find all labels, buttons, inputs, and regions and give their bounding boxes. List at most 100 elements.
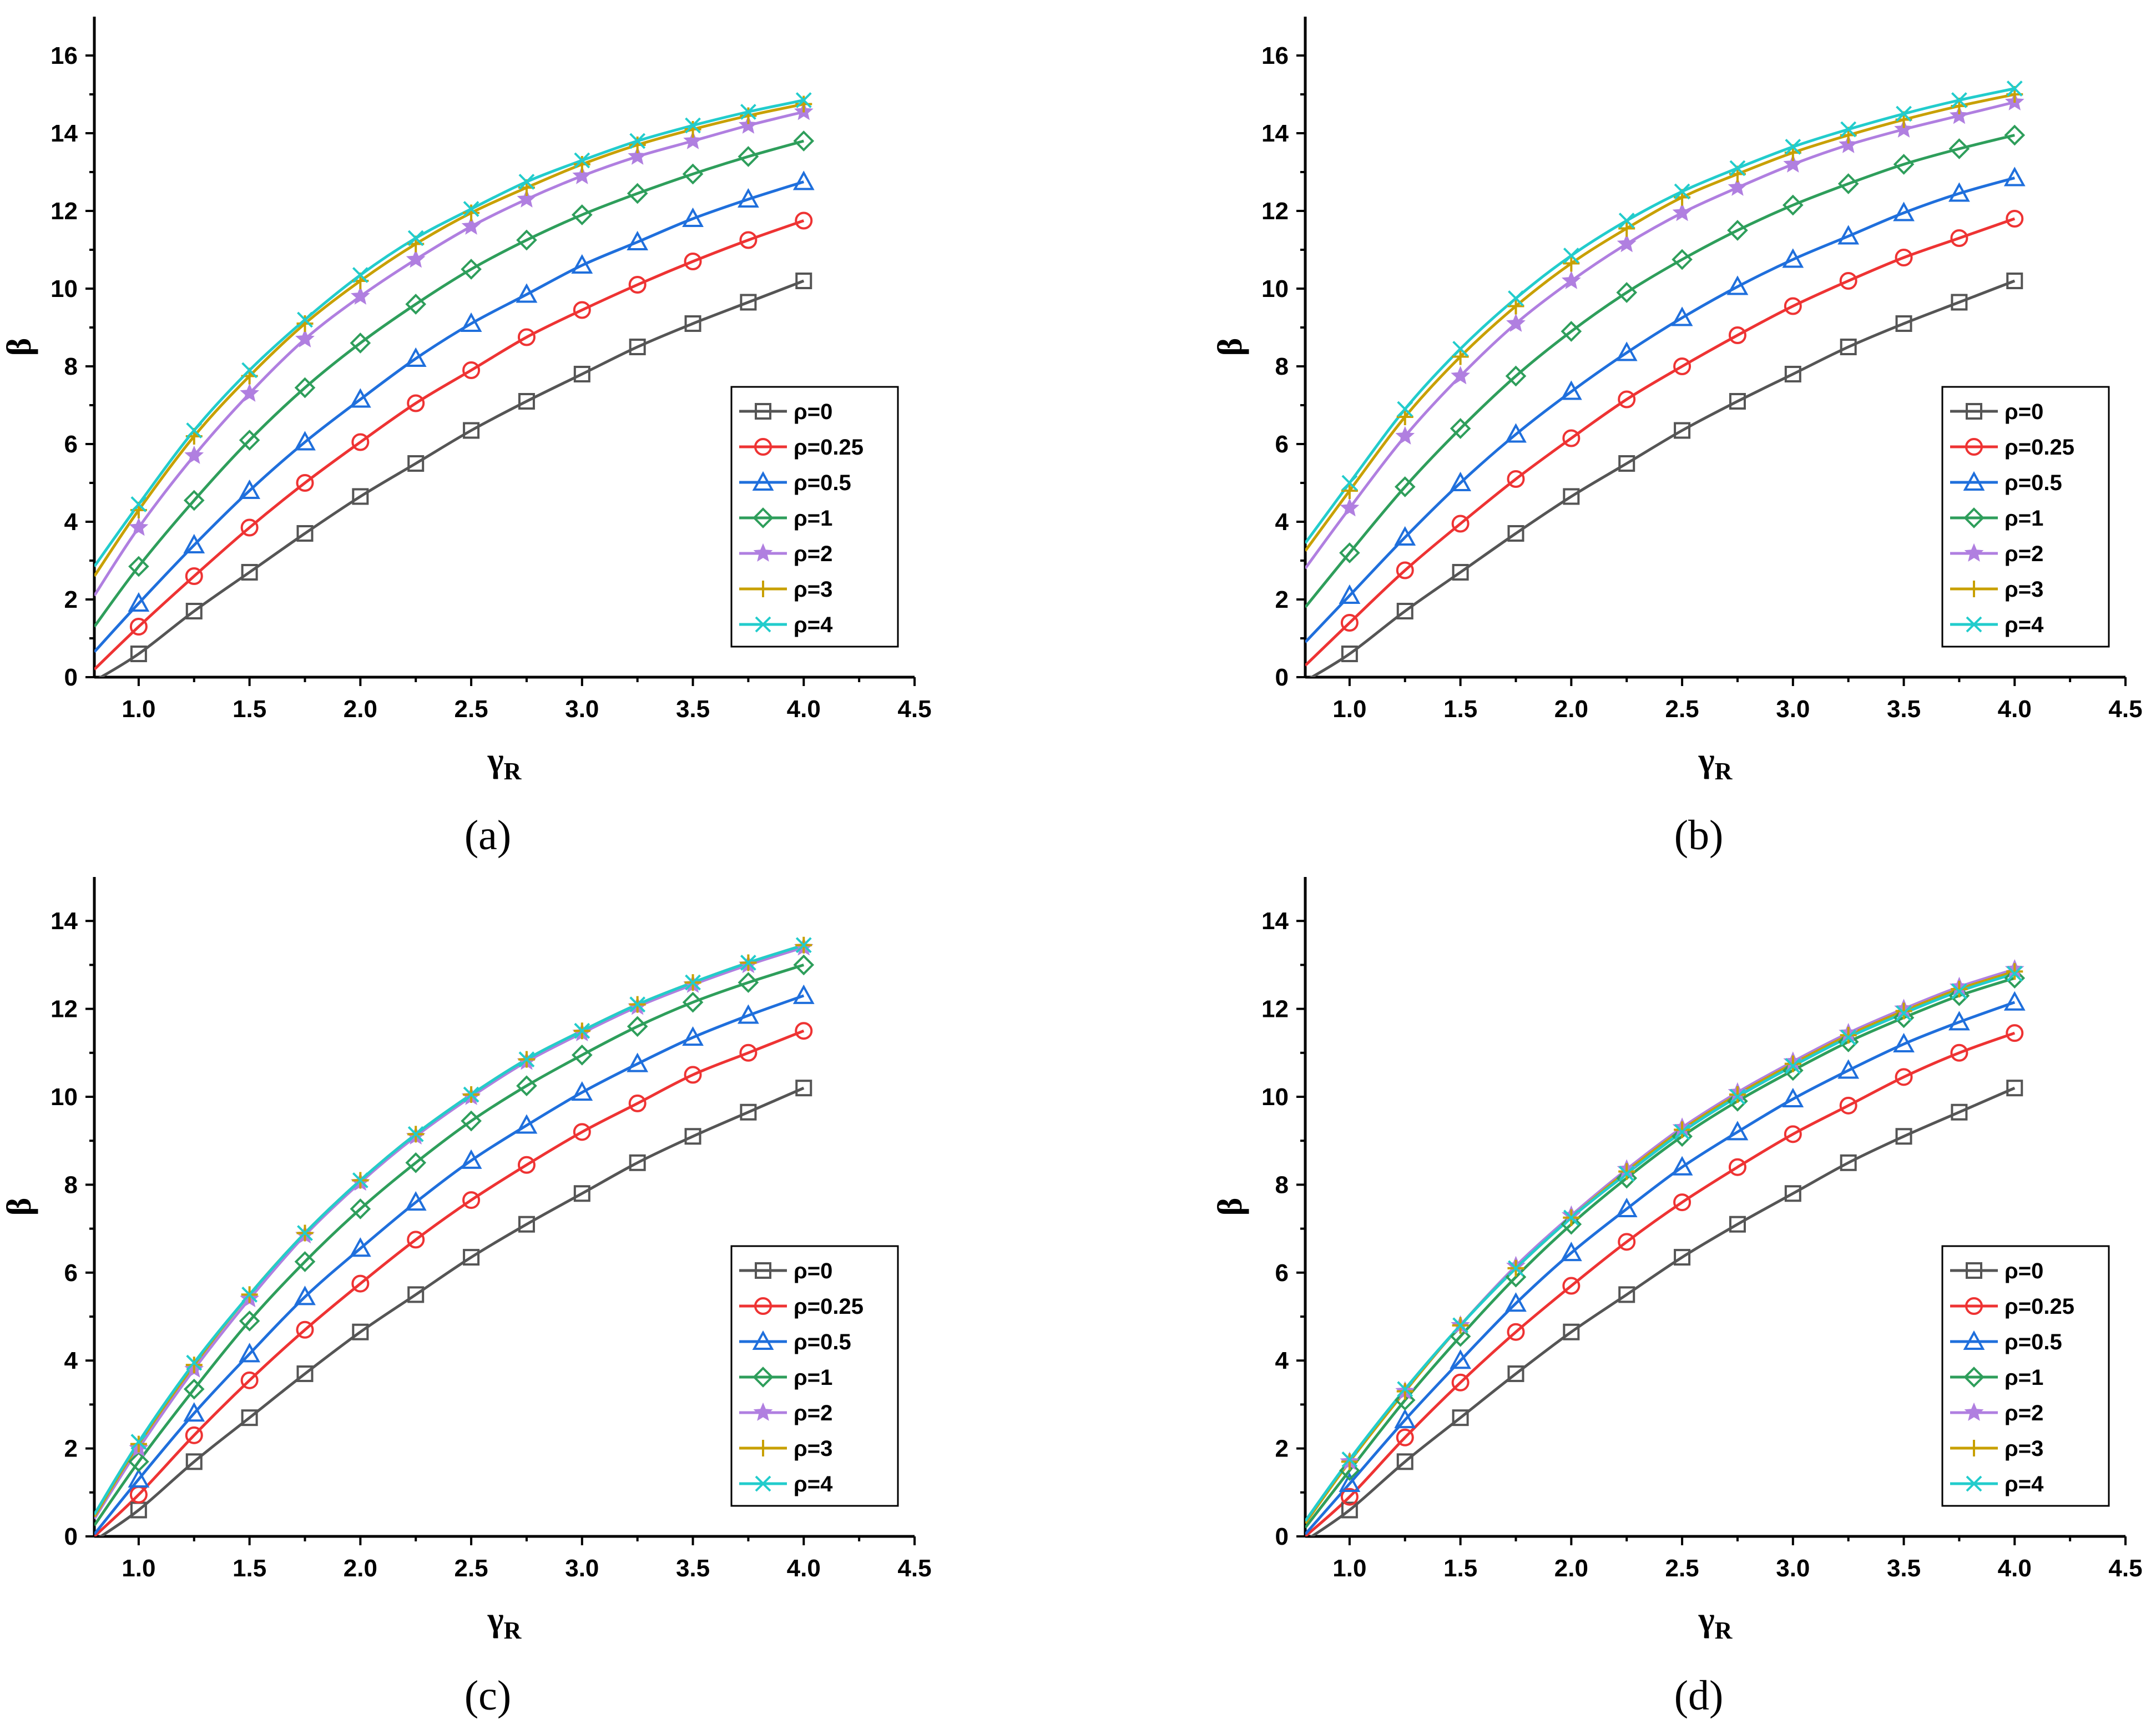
- data-point: [792, 170, 815, 190]
- data-point: [1339, 542, 1360, 563]
- legend-label: ρ=0.5: [794, 471, 851, 495]
- data-point: [517, 189, 537, 208]
- y-tick-label: 6: [64, 1259, 78, 1287]
- data-point: [518, 1051, 535, 1068]
- x-axis-title-main: γ: [1698, 1601, 1715, 1639]
- data-point: [1505, 423, 1527, 443]
- data-point: [1507, 525, 1524, 542]
- data-point: [1837, 173, 1859, 194]
- data-point: [571, 1081, 593, 1101]
- x-axis-title: γR: [487, 742, 522, 785]
- data-point: [128, 592, 150, 612]
- data-point: [1451, 366, 1471, 385]
- y-tick-label: 6: [1275, 1259, 1289, 1287]
- data-point: [1561, 321, 1582, 342]
- y-tick-label: 10: [51, 1083, 78, 1111]
- data-point: [1394, 476, 1416, 497]
- y-tick-label: 14: [51, 120, 78, 147]
- data-point: [1450, 1349, 1472, 1369]
- data-point: [1784, 1055, 1801, 1072]
- data-point: [1839, 134, 1859, 153]
- data-point: [186, 1354, 203, 1371]
- data-point: [296, 474, 314, 492]
- data-point: [405, 1191, 427, 1211]
- y-tick-label: 6: [1275, 431, 1289, 458]
- data-point: [682, 163, 704, 185]
- data-point: [2003, 991, 2026, 1011]
- x-tick-label: 4.5: [2108, 695, 2142, 723]
- y-tick-label: 10: [51, 275, 78, 303]
- x-tick-label: 1.5: [1443, 695, 1477, 723]
- data-point: [407, 1286, 425, 1303]
- data-point: [1341, 646, 1358, 662]
- data-point: [406, 249, 426, 268]
- data-point: [1618, 1286, 1635, 1303]
- x-tick-label: 4.0: [787, 1555, 821, 1582]
- data-point: [1561, 1213, 1582, 1235]
- plot-area: [1305, 80, 2026, 677]
- x-tick-label: 4.5: [2108, 1555, 2142, 1582]
- data-point: [1452, 1409, 1469, 1426]
- data-point: [682, 991, 704, 1013]
- data-point: [463, 204, 480, 221]
- data-point: [1507, 470, 1525, 488]
- data-point: [516, 1075, 537, 1097]
- x-tick-label: 2.0: [1554, 1555, 1588, 1582]
- x-tick-label: 4.0: [1998, 695, 2032, 723]
- series-line: [94, 994, 805, 1535]
- series-line: [94, 964, 805, 1526]
- legend-marker: [753, 543, 773, 562]
- data-point: [682, 207, 704, 227]
- data-point: [1563, 255, 1580, 272]
- data-point: [684, 1066, 702, 1084]
- data-point: [1563, 488, 1580, 505]
- data-point: [184, 445, 204, 464]
- data-point: [241, 564, 258, 581]
- x-axis-title-subscript: R: [504, 758, 522, 785]
- legend-label: ρ=0: [2004, 400, 2043, 424]
- panel-label: (c): [464, 1672, 511, 1719]
- data-point: [684, 1128, 701, 1145]
- data-point: [1508, 290, 1524, 306]
- y-tick-label: 16: [51, 42, 78, 69]
- data-point: [1340, 1488, 1359, 1506]
- data-point: [1782, 248, 1804, 268]
- x-tick-label: 1.5: [233, 1555, 266, 1582]
- data-point: [1837, 225, 1860, 245]
- data-point: [1452, 348, 1469, 365]
- data-point: [795, 1080, 812, 1097]
- data-point: [627, 230, 649, 250]
- legend-label: ρ=0: [2004, 1259, 2043, 1283]
- data-point: [1782, 194, 1804, 216]
- data-point: [1785, 139, 1801, 155]
- data-point: [241, 1286, 258, 1303]
- panel-label: (b): [1674, 812, 1724, 859]
- legend: ρ=0 ρ=0.25 ρ=0.5 ρ=1 ρ=2 ρ=3 ρ=4: [730, 386, 899, 648]
- data-point: [683, 130, 703, 149]
- x-tick-label: 2.0: [344, 695, 377, 723]
- data-point: [240, 383, 260, 402]
- data-point: [1895, 1002, 1912, 1020]
- data-point: [1896, 1005, 1912, 1021]
- data-point: [1396, 603, 1413, 619]
- data-point: [1950, 1044, 1968, 1062]
- data-point: [516, 283, 538, 303]
- data-point: [1949, 105, 1969, 124]
- legend-label: ρ=3: [2004, 1436, 2043, 1461]
- y-tick-label: 12: [1261, 198, 1289, 225]
- data-point: [296, 525, 314, 542]
- legend-marker: [1966, 581, 1982, 597]
- data-point: [1895, 1128, 1912, 1145]
- data-point: [1396, 409, 1413, 425]
- data-point: [1672, 249, 1693, 270]
- series-line: [94, 1029, 805, 1536]
- data-point: [1674, 183, 1690, 200]
- legend-marker: [1966, 616, 1982, 633]
- data-point: [240, 1371, 259, 1389]
- data-point: [352, 1172, 368, 1188]
- data-point: [240, 518, 259, 537]
- x-tick-label: 1.5: [233, 695, 266, 723]
- data-point: [297, 311, 313, 328]
- data-point: [1562, 429, 1581, 447]
- data-point: [518, 174, 535, 190]
